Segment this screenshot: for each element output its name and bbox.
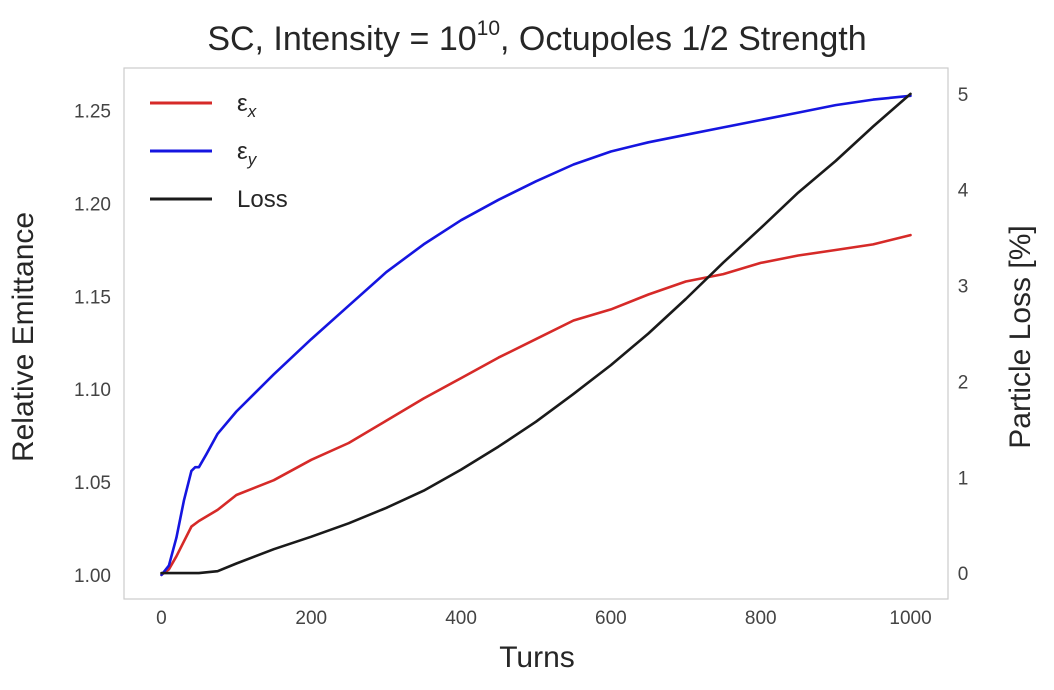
x-tick-label: 400 bbox=[445, 608, 477, 629]
legend-label-loss: Loss bbox=[237, 186, 288, 213]
y-right-tick-label: 1 bbox=[958, 468, 969, 489]
y-axis-right-ticks: 0 1 2 3 4 5 bbox=[958, 85, 969, 585]
y-left-tick-label: 1.00 bbox=[74, 566, 111, 587]
x-tick-label: 1000 bbox=[889, 608, 931, 629]
chart-title: SC, Intensity = 1010, Octupoles 1/2 Stre… bbox=[207, 17, 866, 58]
legend: εx εy Loss bbox=[150, 90, 288, 213]
legend-label-epsilon-x: εx bbox=[237, 90, 257, 121]
series-line-epsilon-y bbox=[160, 94, 912, 577]
y-axis-right-label: Particle Loss [%] bbox=[1004, 225, 1037, 448]
y-left-tick-label: 1.05 bbox=[74, 473, 111, 494]
y-right-tick-label: 4 bbox=[958, 181, 969, 202]
y-left-tick-label: 1.25 bbox=[74, 102, 111, 123]
y-left-tick-label: 1.15 bbox=[74, 287, 111, 308]
y-axis-left-label: Relative Emittance bbox=[7, 212, 40, 462]
y-left-tick-label: 1.10 bbox=[74, 380, 111, 401]
y-right-tick-label: 2 bbox=[958, 372, 969, 393]
y-left-tick-label: 1.20 bbox=[74, 195, 111, 216]
y-right-tick-label: 5 bbox=[958, 85, 969, 106]
series-line-loss bbox=[160, 92, 912, 575]
x-tick-label: 600 bbox=[595, 608, 627, 629]
title-exponent: 10 bbox=[477, 17, 500, 40]
legend-label-epsilon-y: εy bbox=[237, 138, 258, 169]
y-right-tick-label: 3 bbox=[958, 277, 969, 298]
x-axis-label: Turns bbox=[499, 641, 575, 674]
y-right-tick-label: 0 bbox=[958, 564, 969, 585]
x-tick-label: 800 bbox=[745, 608, 777, 629]
x-tick-label: 0 bbox=[156, 608, 167, 629]
x-tick-label: 200 bbox=[295, 608, 327, 629]
series-line-epsilon-x bbox=[160, 233, 912, 577]
x-axis-ticks: 0 200 400 600 800 1000 bbox=[156, 608, 932, 629]
series-lines bbox=[160, 92, 912, 577]
plot-area bbox=[123, 67, 949, 600]
title-base: 10 bbox=[439, 20, 477, 58]
y-axis-left-ticks: 1.00 1.05 1.10 1.15 1.20 1.25 bbox=[74, 102, 111, 587]
